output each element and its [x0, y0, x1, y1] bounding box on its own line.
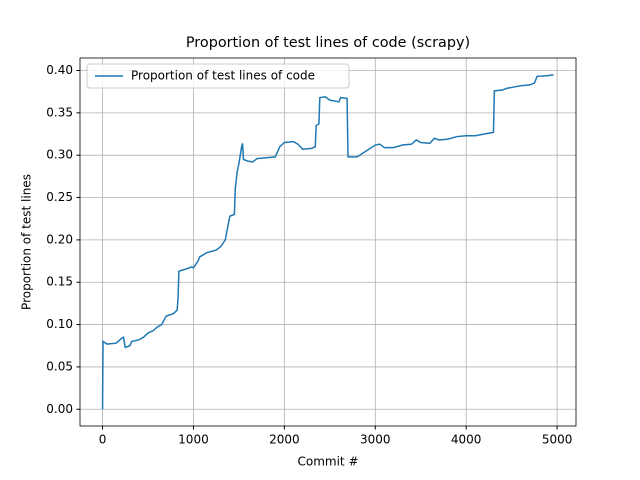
y-tick-label: 0.00: [46, 402, 73, 416]
line-series: [101, 73, 554, 410]
chart-title: Proportion of test lines of code (scrapy…: [186, 35, 470, 51]
y-tick-label: 0.10: [46, 317, 73, 331]
legend-box: [86, 63, 350, 89]
x-tick-label: 0: [99, 433, 107, 447]
y-tick-label: 0.15: [46, 275, 73, 289]
y-tick-label: 0.05: [46, 359, 73, 373]
x-axis-label: Commit #: [297, 455, 358, 469]
x-tick-label: 3000: [360, 433, 391, 447]
y-tick-label: 0.30: [46, 148, 73, 162]
y-tick-label: 0.40: [46, 63, 73, 77]
y-tick-label: 0.20: [46, 232, 73, 246]
y-axis-label: Proportion of test lines: [20, 174, 34, 310]
plot-frame: [79, 57, 577, 427]
y-tick-label: 0.25: [46, 190, 73, 204]
x-tick-label: 2000: [269, 433, 300, 447]
legend-label: Proportion of test lines of code: [131, 69, 315, 83]
x-tick-label: 5000: [542, 433, 573, 447]
x-tick-label: 4000: [451, 433, 482, 447]
y-tick-label: 0.35: [46, 105, 73, 119]
x-tick-label: 1000: [178, 433, 209, 447]
